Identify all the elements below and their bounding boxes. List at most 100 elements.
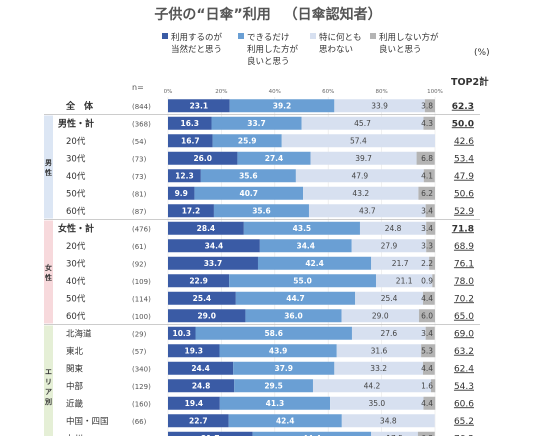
bar-segment-12-2 — [341, 309, 419, 323]
bar-value-7-2: 24.8 — [385, 224, 402, 233]
top2-value-15: 62.4 — [454, 364, 474, 374]
bar-segment-11-0 — [168, 291, 236, 305]
group-band-3 — [44, 325, 53, 436]
row-label-16: 中部 — [66, 381, 84, 392]
bar-value-6-0: 17.2 — [182, 206, 201, 215]
bar-segment-9-1 — [257, 256, 372, 270]
bar-value-6-1: 35.6 — [252, 206, 271, 215]
bar-value-1-2: 45.7 — [354, 119, 371, 128]
bar-value-13-2: 27.6 — [380, 329, 397, 338]
bar-segment-6-1 — [213, 204, 309, 218]
bar-value-2-2: 57.4 — [350, 136, 367, 145]
bar-value-14-2: 31.6 — [371, 346, 388, 355]
bar-segment-18-2 — [341, 414, 435, 428]
bar-segment-4-0 — [168, 169, 201, 183]
bar-segment-3-2 — [310, 151, 417, 165]
top2-value-7: 71.8 — [452, 224, 474, 234]
legend-label-2-line-2: 利用した方が — [247, 45, 299, 55]
bar-segment-15-3 — [422, 361, 435, 375]
legend-swatch-3 — [310, 33, 316, 39]
bar-segment-5-1 — [194, 186, 304, 200]
bar-segment-2-0 — [168, 134, 213, 148]
bar-segment-2-1 — [212, 134, 282, 148]
group-label-1-char-0: 男 — [45, 159, 52, 167]
bar-value-9-1: 42.4 — [305, 259, 324, 268]
bar-segment-13-3 — [425, 326, 435, 340]
bar-segment-13-2 — [351, 326, 426, 340]
bar-segment-14-2 — [336, 344, 422, 358]
bar-segment-5-0 — [168, 186, 195, 200]
bar-value-19-1: 44.4 — [303, 434, 322, 436]
bar-value-6-2: 43.7 — [359, 206, 376, 215]
bar-segment-9-3 — [429, 256, 435, 270]
n-header: n= — [132, 83, 144, 92]
bar-segment-9-2 — [371, 256, 430, 270]
row-n-2: (54) — [132, 138, 147, 146]
bar-value-11-3: 4.4 — [421, 294, 433, 303]
group-band-1 — [44, 115, 53, 219]
top2-value-18: 65.2 — [454, 417, 474, 427]
bar-segment-8-2 — [351, 239, 427, 253]
group-label-3-char-1: リ — [45, 378, 52, 386]
row-label-1: 男性・計 — [58, 117, 94, 129]
chart-title-line: 子供の“日傘”利用 （日傘認知者） — [0, 4, 536, 24]
bar-segment-4-3 — [423, 169, 435, 183]
bar-value-10-1: 55.0 — [293, 276, 312, 285]
group-label-3-char-0: エ — [45, 368, 52, 376]
legend-swatch-1 — [162, 33, 168, 39]
top2-header: TOP2計 — [451, 77, 489, 88]
bar-segment-7-3 — [426, 221, 436, 235]
bar-value-8-3: 3.3 — [421, 241, 433, 250]
x-tick-label-4: 80% — [375, 89, 387, 95]
bar-segment-0-2 — [334, 99, 425, 113]
x-tick-label-1: 20% — [215, 89, 227, 95]
row-label-14: 東北 — [66, 346, 84, 357]
row-n-5: (81) — [132, 190, 147, 198]
top2-value-2: 42.6 — [454, 137, 474, 147]
legend-label-4-line-1: 利用しない方が — [379, 33, 439, 43]
group-label-3-char-3: 別 — [44, 397, 52, 406]
legend-item-3: 特に何とも 思わない — [310, 32, 362, 56]
legend-item-1: 利用するのが 当然だと思う — [162, 32, 222, 56]
row-n-7: (476) — [132, 225, 151, 233]
bar-segment-5-3 — [418, 186, 435, 200]
bar-segment-4-1 — [200, 169, 296, 183]
bar-segment-9-0 — [168, 256, 258, 270]
row-n-14: (57) — [132, 348, 147, 356]
bar-value-0-3: 3.8 — [421, 101, 433, 110]
bar-segment-12-3 — [418, 309, 435, 323]
legend-item-2: できるだけ 利用した方が 良いと思う — [238, 32, 298, 68]
bar-value-17-0: 19.4 — [185, 399, 204, 408]
row-label-3: 30代 — [66, 153, 86, 164]
bar-value-0-1: 39.2 — [273, 101, 292, 110]
bar-value-17-2: 35.0 — [368, 399, 385, 408]
top2-value-0: 62.3 — [452, 102, 474, 112]
bar-segment-15-0 — [168, 361, 234, 375]
bar-value-6-3: 3.4 — [421, 206, 433, 215]
bar-value-10-0: 22.9 — [189, 276, 208, 285]
bar-value-9-2: 21.7 — [392, 259, 409, 268]
row-n-6: (87) — [132, 208, 147, 216]
bar-segment-8-3 — [426, 239, 435, 253]
top2-value-4: 47.9 — [454, 172, 474, 182]
bar-segment-10-2 — [375, 274, 433, 288]
bar-value-2-0: 16.7 — [181, 136, 200, 145]
row-n-17: (160) — [132, 400, 151, 408]
bar-segment-6-0 — [168, 204, 214, 218]
bar-value-2-1: 25.9 — [238, 136, 257, 145]
bar-value-19-2: 17.5 — [386, 434, 403, 436]
top2-value-10: 78.0 — [454, 277, 474, 287]
row-label-10: 40代 — [66, 276, 86, 287]
row-n-11: (114) — [132, 295, 151, 303]
row-label-13: 北海道 — [66, 328, 92, 339]
bar-value-16-2: 44.2 — [364, 381, 381, 390]
bar-value-8-2: 27.9 — [381, 241, 398, 250]
group-band-2 — [44, 220, 53, 324]
top2-value-5: 50.6 — [454, 189, 474, 199]
bar-value-8-0: 34.4 — [205, 241, 224, 250]
bar-segment-13-1 — [195, 326, 352, 340]
bar-segment-8-0 — [168, 239, 260, 253]
row-label-0: 全 体 — [65, 100, 94, 112]
bar-segment-1-1 — [211, 116, 302, 130]
